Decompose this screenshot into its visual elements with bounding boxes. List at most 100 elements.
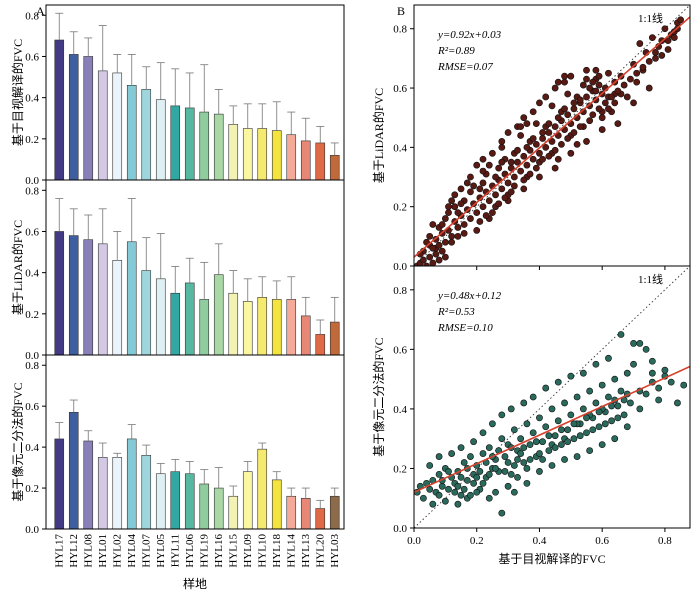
data-point <box>595 105 603 113</box>
y-tick-label: 0.0 <box>25 350 39 362</box>
y-tick-label: 0.2 <box>25 309 39 321</box>
data-point <box>429 244 437 252</box>
bar-chart-top: 0.0 0.2 0.4 0.6 0.8 基于目视解译的FVC <box>10 4 345 187</box>
x-tick-label: HYL05 <box>155 534 167 568</box>
data-point <box>523 161 531 169</box>
data-point <box>507 188 515 196</box>
scatter-chart-bottom: 0.0 0.2 0.4 0.6 0.8 0.0 0.2 0.4 0.6 0.8 y=0.48x+0.… <box>371 265 691 566</box>
data-point <box>485 494 493 502</box>
data-point <box>536 414 543 422</box>
data-point <box>473 473 481 481</box>
data-point <box>589 426 597 434</box>
data-point <box>576 96 584 104</box>
data-point <box>579 81 587 89</box>
data-point <box>655 396 663 404</box>
data-point <box>605 393 612 401</box>
data-point <box>554 114 562 122</box>
bar-hyl18 <box>271 479 282 530</box>
data-point <box>507 405 515 413</box>
data-point <box>526 441 534 449</box>
data-point <box>526 170 534 178</box>
data-point <box>608 93 615 101</box>
y-tick-label: 0.2 <box>393 202 407 214</box>
data-point <box>441 497 449 505</box>
data-point <box>636 405 644 413</box>
data-point <box>520 114 528 122</box>
x-tick-label: 0.0 <box>407 535 421 547</box>
bar-hyl14 <box>286 495 297 530</box>
data-point <box>492 191 499 199</box>
data-point <box>605 105 612 113</box>
data-point <box>598 126 606 133</box>
y-tick-label: 0.4 <box>25 93 39 105</box>
data-point <box>510 426 518 434</box>
data-point <box>441 238 449 246</box>
data-point <box>470 182 477 190</box>
data-point <box>564 90 572 98</box>
data-point <box>445 203 452 211</box>
fit-equation: y=0.48x+0.12 <box>437 290 502 302</box>
data-point <box>636 40 644 47</box>
y-tick-label: 0.4 <box>25 442 39 454</box>
data-point <box>636 340 644 347</box>
y-tick-label: 0.6 <box>25 401 39 413</box>
data-point <box>583 75 590 83</box>
data-point <box>551 146 559 154</box>
data-point <box>545 120 553 128</box>
data-point <box>457 185 465 193</box>
bar-hyl11 <box>170 471 181 530</box>
data-point <box>523 420 531 428</box>
data-point <box>539 438 546 446</box>
data-point <box>620 411 628 419</box>
data-point <box>514 456 521 463</box>
x-tick-label: HYL15 <box>227 534 239 568</box>
data-point <box>438 221 446 228</box>
data-point <box>532 140 540 148</box>
bar-hyl03 <box>329 495 340 530</box>
y-tick-label: 0.2 <box>25 483 39 495</box>
y-tick-label: 0.8 <box>25 185 39 197</box>
data-point <box>523 479 531 487</box>
data-point <box>542 384 550 392</box>
data-point <box>554 78 562 86</box>
bar-hyl20 <box>315 508 326 530</box>
data-point <box>583 138 590 145</box>
data-point <box>617 387 625 395</box>
data-point <box>598 114 606 122</box>
data-point <box>592 66 600 74</box>
data-point <box>523 143 531 151</box>
data-point <box>674 399 681 407</box>
data-point <box>595 81 603 89</box>
bar-hyl01 <box>97 70 108 181</box>
y-tick-label: 0.6 <box>25 226 39 238</box>
data-point <box>558 426 565 434</box>
data-point <box>467 215 474 222</box>
data-point <box>583 414 590 422</box>
data-point <box>595 423 603 431</box>
bar-hyl10 <box>257 297 268 356</box>
x-tick-label: HYL08 <box>82 534 94 568</box>
data-point <box>510 488 518 496</box>
data-point <box>457 473 465 481</box>
data-point <box>510 462 518 469</box>
data-point <box>498 435 506 443</box>
data-point <box>586 387 594 395</box>
bar-hyl02 <box>112 457 123 530</box>
bar-hyl05 <box>155 473 166 530</box>
x-tick-label: HYL13 <box>300 534 312 568</box>
data-point <box>435 491 443 499</box>
data-point <box>567 72 575 80</box>
data-point <box>435 471 443 478</box>
data-point <box>514 146 521 154</box>
data-point <box>498 185 506 193</box>
x-tick-label: HYL20 <box>314 534 326 568</box>
data-point <box>570 105 578 113</box>
data-point <box>473 227 481 234</box>
data-point <box>614 414 622 422</box>
x-tick-label: HYL17 <box>53 534 65 568</box>
data-point <box>664 37 672 44</box>
bar-hyl07 <box>141 270 152 356</box>
bar-hyl10 <box>257 448 268 530</box>
bar-hyl17 <box>54 231 65 356</box>
